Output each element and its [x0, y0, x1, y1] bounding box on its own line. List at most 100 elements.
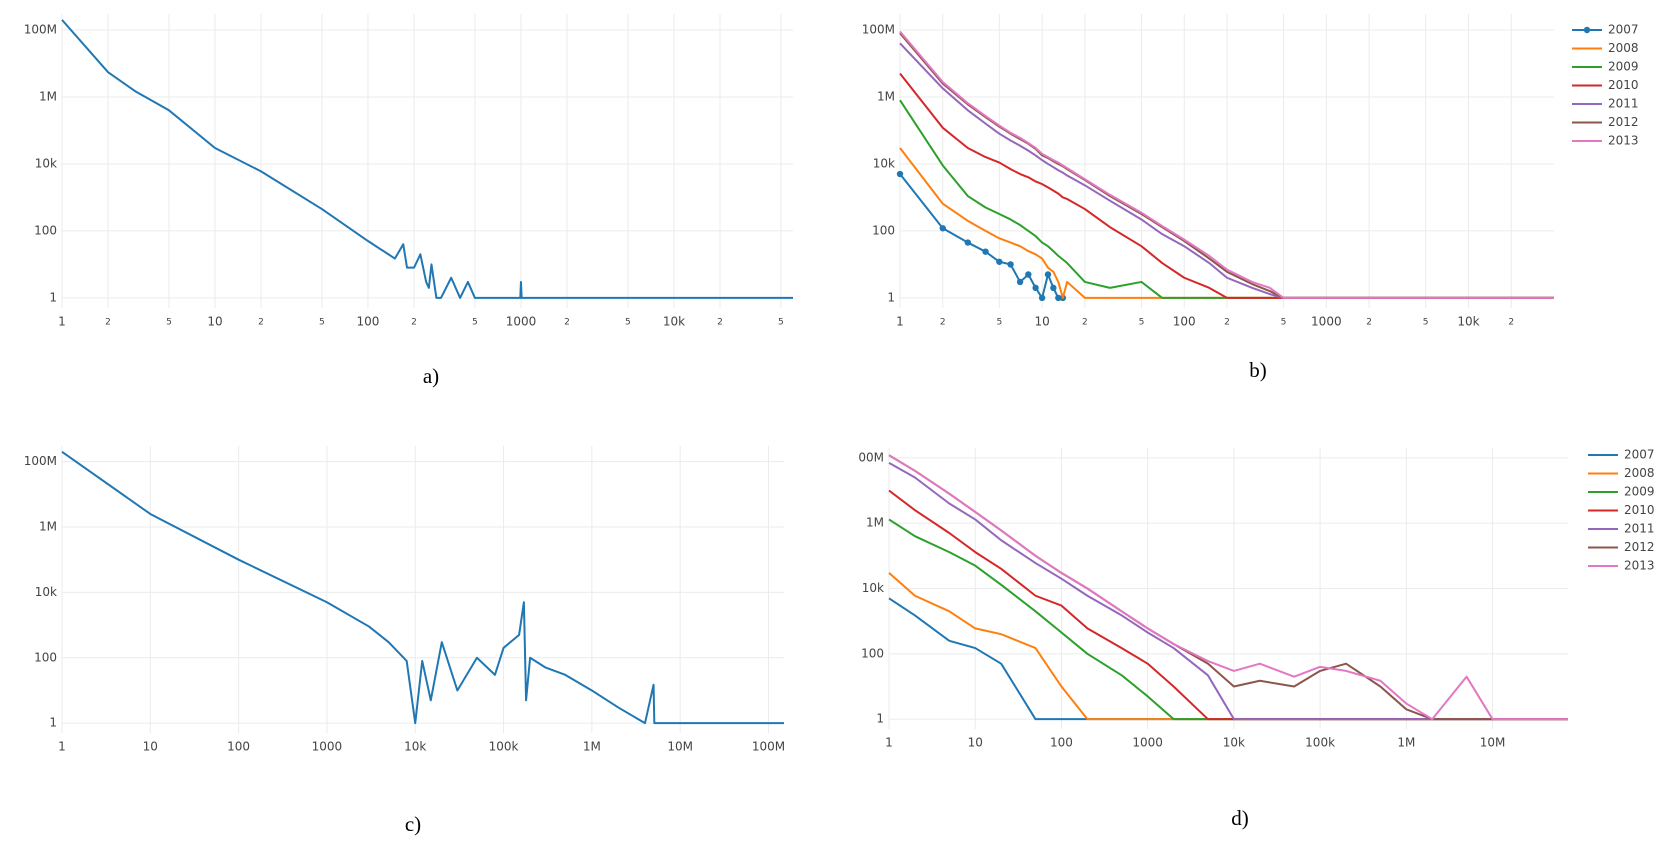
- x-tick-label: 1: [58, 315, 66, 329]
- x-tick-label: 1: [58, 740, 66, 754]
- data-line: [888, 597, 1568, 721]
- data-point: [1007, 261, 1014, 268]
- x-tick-label: 5: [472, 318, 478, 328]
- legend-label: 2008: [1624, 466, 1655, 480]
- x-tick-label: 1M: [1397, 736, 1415, 750]
- legend-label: 2007: [1624, 448, 1655, 462]
- y-tick-label: 100: [861, 646, 884, 660]
- y-tick-label: 1: [876, 712, 884, 726]
- x-tick-label: 2: [1224, 318, 1230, 328]
- legend-label: 2008: [1608, 41, 1639, 55]
- x-tick-label: 5: [625, 318, 631, 328]
- data-line: [899, 72, 1554, 299]
- legend-label: 2009: [1608, 60, 1639, 74]
- x-tick-label: 5: [319, 318, 325, 328]
- x-tick-label: 1000: [312, 740, 343, 754]
- x-tick-label: 10: [968, 736, 983, 750]
- y-tick-label: 100M: [862, 22, 895, 36]
- x-tick-label: 2: [940, 318, 946, 328]
- x-tick-label: 100k: [1305, 736, 1335, 750]
- legend-label: 2007: [1608, 23, 1639, 37]
- data-point: [896, 170, 904, 178]
- y-tick-label: 10k: [35, 156, 57, 170]
- y-tick-label: 10k: [873, 156, 895, 170]
- data-point: [1055, 294, 1062, 302]
- legend-label: 2013: [1624, 559, 1655, 573]
- x-tick-label: 2: [105, 318, 111, 328]
- y-tick-label: 1: [49, 290, 57, 304]
- x-tick-label: 5: [1139, 318, 1145, 328]
- x-tick-label: 100: [1173, 315, 1196, 329]
- x-tick-label: 10: [1034, 315, 1049, 329]
- y-tick-label: 100M: [24, 22, 57, 36]
- legend-label: 2009: [1624, 485, 1655, 499]
- x-tick-label: 2: [411, 318, 417, 328]
- y-tick-label: 1: [49, 716, 57, 730]
- y-tick-label: 1: [887, 290, 895, 304]
- legend: 2007 2008 2009 2010 2011 2012 2013: [1588, 448, 1655, 573]
- caption: c): [405, 812, 421, 836]
- x-tick-label: 2: [564, 318, 570, 328]
- caption: d): [1231, 806, 1249, 830]
- data-point: [964, 239, 972, 246]
- data-point: [982, 248, 989, 255]
- legend-label: 2012: [1624, 540, 1655, 554]
- data-point: [1032, 284, 1039, 292]
- y-tick-label: 1M: [866, 516, 884, 530]
- y-tick-label: 100: [34, 650, 57, 664]
- data-point: [1025, 271, 1032, 278]
- x-tick-label: 100M: [752, 740, 785, 754]
- y-tick-label: 1M: [39, 519, 57, 533]
- x-tick-label: 10M: [667, 740, 693, 754]
- y-tick-label: 100: [872, 223, 895, 237]
- data-line: [888, 518, 1568, 721]
- x-tick-label: 1: [885, 736, 893, 750]
- x-tick-label: 1000: [1132, 736, 1163, 750]
- data-line: [888, 572, 1568, 721]
- x-tick-label: 10: [207, 315, 222, 329]
- data-line: [888, 489, 1568, 721]
- x-tick-label: 2: [1366, 318, 1372, 328]
- x-tick-label: 1000: [1311, 315, 1342, 329]
- x-tick-label: 5: [1281, 318, 1287, 328]
- legend-label: 2012: [1608, 115, 1639, 129]
- x-tick-label: 10k: [1457, 315, 1479, 329]
- x-tick-label: 100: [227, 740, 250, 754]
- x-tick-label: 1M: [583, 740, 601, 754]
- data-line: [888, 454, 1568, 721]
- x-tick-label: 2: [717, 318, 723, 328]
- chart-panel: 1 10 100 1000 10k 100k 1M 10M 100M 1 100 10k 1M 100M c…: [24, 446, 785, 836]
- x-tick-label: 100: [357, 315, 380, 329]
- data-line: [61, 19, 793, 299]
- data-point: [939, 225, 946, 232]
- legend-label: 2011: [1624, 522, 1655, 536]
- legend: 2007 2008 2009 2010 2011 2012 2013: [1572, 23, 1639, 148]
- x-tick-label: 2: [1082, 318, 1088, 328]
- x-tick-label: 1000: [506, 315, 537, 329]
- y-tick-label: 10k: [35, 585, 57, 599]
- data-line: [899, 173, 1063, 299]
- x-tick-label: 2: [1508, 318, 1514, 328]
- legend-label: 2010: [1608, 78, 1639, 92]
- caption: b): [1249, 358, 1267, 382]
- x-tick-label: 10k: [663, 315, 685, 329]
- x-tick-label: 2: [258, 318, 264, 328]
- data-line: [61, 450, 784, 725]
- legend-label: 2010: [1624, 503, 1655, 517]
- data-point: [1038, 294, 1046, 302]
- x-tick-label: 5: [1423, 318, 1429, 328]
- y-tick-label: 10k: [862, 581, 884, 595]
- data-point: [1050, 284, 1057, 292]
- x-tick-label: 5: [996, 318, 1002, 328]
- legend-marker: [1583, 26, 1591, 34]
- caption: a): [423, 364, 439, 388]
- y-tick-label: 1M: [39, 89, 57, 103]
- data-line: [888, 462, 1568, 721]
- x-tick-label: 10M: [1480, 736, 1506, 750]
- data-line: [899, 30, 1554, 299]
- y-tick-label: 100M: [24, 454, 57, 468]
- x-tick-label: 1: [896, 315, 904, 329]
